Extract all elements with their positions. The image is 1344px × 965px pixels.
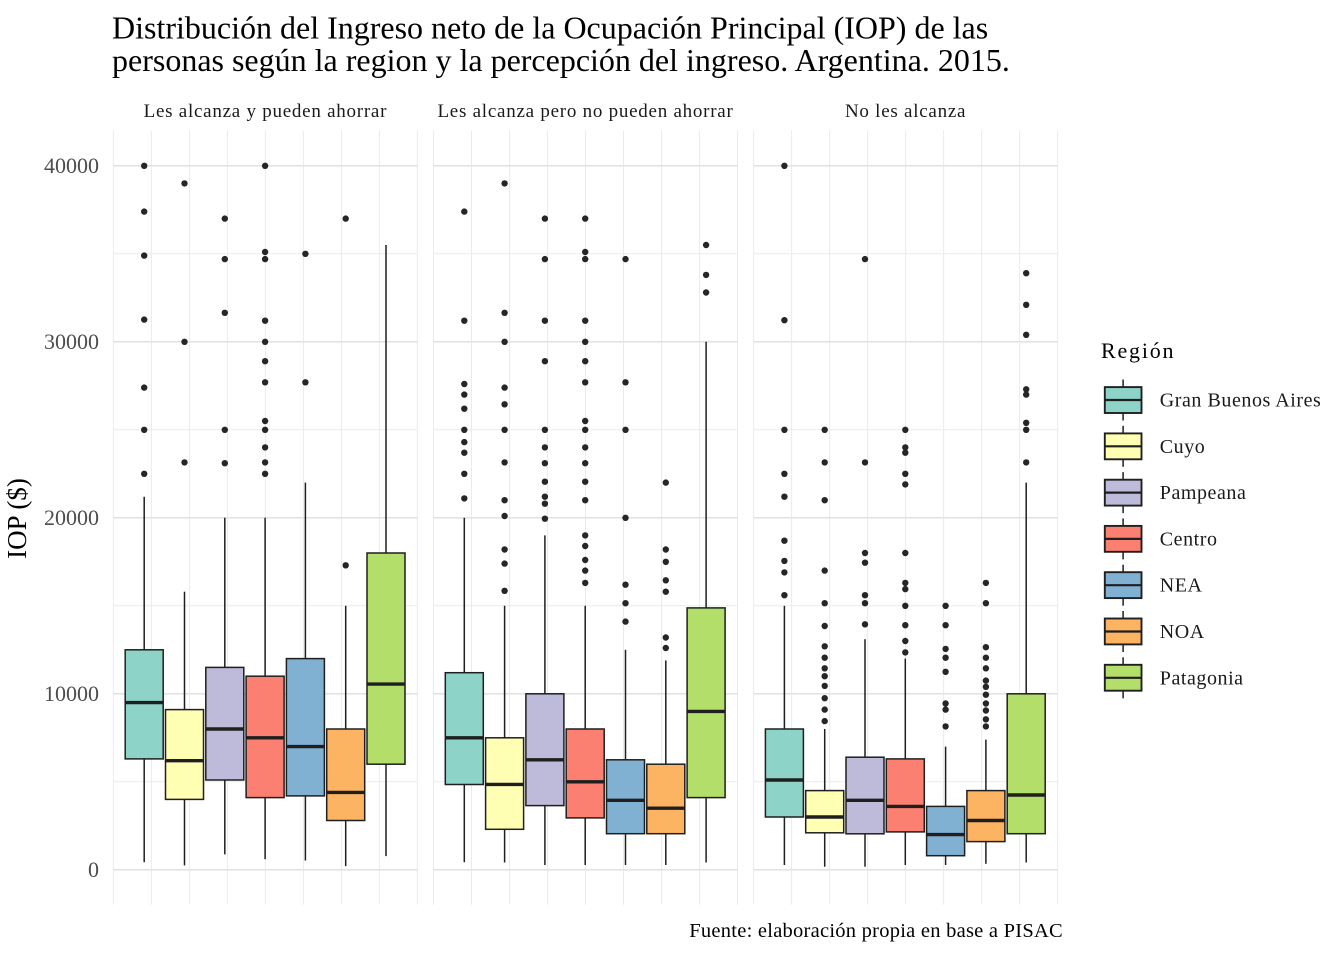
- svg-text:Les alcanza y pueden ahorrar: Les alcanza y pueden ahorrar: [144, 101, 388, 122]
- svg-text:No les alcanza: No les alcanza: [845, 101, 966, 122]
- svg-text:0: 0: [88, 857, 99, 882]
- svg-text:IOP ($): IOP ($): [2, 478, 32, 559]
- svg-text:Pampeana: Pampeana: [1160, 482, 1247, 504]
- svg-text:NEA: NEA: [1160, 575, 1203, 597]
- svg-text:Les alcanza pero no pueden aho: Les alcanza pero no pueden ahorrar: [437, 101, 733, 122]
- svg-text:Centro: Centro: [1160, 528, 1218, 550]
- svg-text:NOA: NOA: [1160, 621, 1205, 643]
- svg-text:20000: 20000: [44, 505, 99, 530]
- svg-text:10000: 10000: [44, 681, 99, 706]
- svg-text:40000: 40000: [44, 153, 99, 178]
- svg-text:30000: 30000: [44, 329, 99, 354]
- svg-text:Patagonia: Patagonia: [1160, 667, 1244, 689]
- svg-text:Gran Buenos Aires: Gran Buenos Aires: [1160, 390, 1322, 412]
- svg-text:Fuente: elaboración propia en: Fuente: elaboración propia en base a PIS…: [689, 920, 1063, 942]
- svg-text:personas según la region y la: personas según la region y la percepción…: [112, 42, 1010, 78]
- svg-text:Cuyo: Cuyo: [1160, 436, 1206, 458]
- svg-text:Distribución del Ingreso neto: Distribución del Ingreso neto de la Ocup…: [112, 10, 988, 46]
- svg-text:Región: Región: [1101, 338, 1175, 363]
